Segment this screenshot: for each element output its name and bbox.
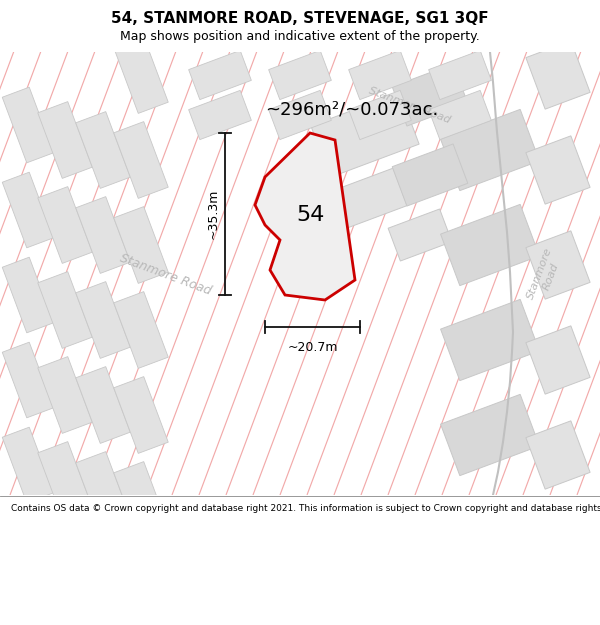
Polygon shape: [76, 452, 130, 528]
Polygon shape: [526, 326, 590, 394]
Polygon shape: [392, 144, 468, 206]
Text: Stanmore Road: Stanmore Road: [118, 252, 212, 298]
Polygon shape: [38, 102, 92, 178]
Polygon shape: [323, 168, 407, 232]
Text: Stanmore
Road: Stanmore Road: [526, 246, 565, 304]
Polygon shape: [269, 91, 331, 139]
Polygon shape: [2, 427, 54, 503]
Polygon shape: [349, 91, 412, 139]
Polygon shape: [388, 209, 452, 261]
Polygon shape: [114, 207, 168, 283]
Polygon shape: [114, 292, 168, 368]
Polygon shape: [269, 51, 331, 99]
Polygon shape: [311, 92, 419, 178]
Polygon shape: [188, 91, 251, 139]
Polygon shape: [114, 37, 168, 113]
Polygon shape: [76, 197, 130, 273]
Polygon shape: [76, 367, 130, 443]
Polygon shape: [526, 421, 590, 489]
Polygon shape: [349, 51, 412, 99]
Polygon shape: [2, 342, 54, 418]
Text: ~35.3m: ~35.3m: [206, 189, 220, 239]
Polygon shape: [38, 442, 92, 518]
Polygon shape: [440, 204, 539, 286]
Text: ~296m²/~0.073ac.: ~296m²/~0.073ac.: [265, 101, 438, 119]
Polygon shape: [526, 41, 590, 109]
Polygon shape: [76, 282, 130, 358]
Text: Map shows position and indicative extent of the property.: Map shows position and indicative extent…: [120, 29, 480, 42]
Polygon shape: [526, 136, 590, 204]
Text: 54: 54: [296, 205, 324, 225]
Polygon shape: [188, 51, 251, 99]
Polygon shape: [428, 51, 491, 99]
Polygon shape: [38, 357, 92, 433]
Polygon shape: [114, 462, 168, 538]
Polygon shape: [2, 87, 54, 163]
Text: Stanmore Road: Stanmore Road: [368, 85, 452, 125]
Polygon shape: [440, 394, 539, 476]
Polygon shape: [114, 122, 168, 198]
Text: ~20.7m: ~20.7m: [287, 341, 338, 354]
Polygon shape: [38, 272, 92, 348]
Polygon shape: [2, 172, 54, 248]
Polygon shape: [526, 231, 590, 299]
Polygon shape: [428, 91, 491, 139]
Text: 54, STANMORE ROAD, STEVENAGE, SG1 3QF: 54, STANMORE ROAD, STEVENAGE, SG1 3QF: [111, 11, 489, 26]
Polygon shape: [440, 299, 539, 381]
Polygon shape: [2, 257, 54, 333]
Polygon shape: [440, 109, 539, 191]
Polygon shape: [76, 112, 130, 188]
Polygon shape: [114, 377, 168, 453]
Polygon shape: [392, 64, 468, 126]
Polygon shape: [255, 133, 355, 300]
Polygon shape: [38, 187, 92, 263]
Text: Contains OS data © Crown copyright and database right 2021. This information is : Contains OS data © Crown copyright and d…: [11, 504, 600, 513]
